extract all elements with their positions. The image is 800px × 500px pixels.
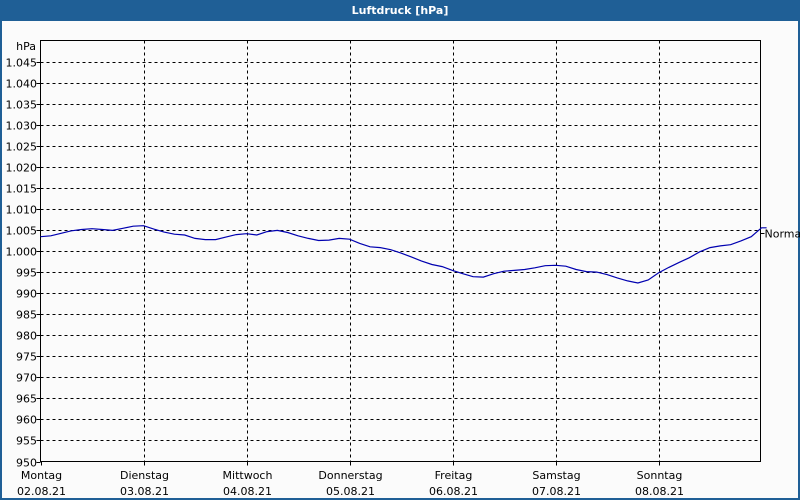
- x-tick-date: 02.08.21: [17, 485, 66, 498]
- x-tick-date: 06.08.21: [429, 485, 478, 498]
- grid-lines: [40, 40, 761, 462]
- x-tick-date: 07.08.21: [532, 485, 581, 498]
- normal-label: Normal: [765, 228, 800, 241]
- x-tick-day: Mittwoch: [223, 469, 273, 482]
- pressure-line: [40, 225, 767, 284]
- y-tick-label: 985: [16, 309, 37, 322]
- y-tick-label: 970: [16, 372, 37, 385]
- y-tick-label: 975: [16, 351, 37, 364]
- x-tick-date: 08.08.21: [635, 485, 684, 498]
- x-tick-day: Dienstag: [120, 469, 169, 482]
- y-tick-label: 1.035: [6, 99, 38, 112]
- x-tick-day: Montag: [21, 469, 62, 482]
- plot-border: [40, 40, 761, 462]
- x-tick-day: Freitag: [435, 469, 473, 482]
- x-tick-day: Donnerstag: [318, 469, 382, 482]
- y-tick-label: 990: [16, 288, 37, 301]
- y-tick-label: 1.010: [6, 204, 38, 217]
- y-tick-label: 955: [16, 435, 37, 448]
- y-tick-label: 995: [16, 267, 37, 280]
- y-tick-label: 1.015: [6, 183, 38, 196]
- x-tick-day: Samstag: [532, 469, 580, 482]
- x-axis-ticks: Montag 02.08.21 Dienstag 03.08.21 Mittwoch 04…: [17, 461, 684, 498]
- y-tick-label: 1.000: [6, 246, 38, 259]
- y-tick-label: 960: [16, 414, 37, 427]
- y-tick-label: 1.045: [6, 57, 38, 70]
- y-tick-label: 1.040: [6, 78, 38, 91]
- y-tick-label: 1.005: [6, 225, 38, 238]
- normal-reference: Normal: [760, 228, 800, 241]
- y-tick-label: 1.030: [6, 120, 38, 133]
- x-tick-date: 05.08.21: [326, 485, 375, 498]
- chart-title: Luftdruck [hPa]: [0, 0, 800, 21]
- x-tick-date: 04.08.21: [223, 485, 272, 498]
- y-axis-ticks: 1.045 1.040 1.035 1.030 1.025 1.020 1.015 1.010…: [6, 57, 41, 470]
- y-tick-label: 950: [16, 457, 37, 470]
- y-tick-label: 1.025: [6, 141, 38, 154]
- y-tick-label: 965: [16, 393, 37, 406]
- y-tick-label: 980: [16, 330, 37, 343]
- x-tick-day: Sonntag: [637, 469, 683, 482]
- x-tick-date: 03.08.21: [120, 485, 169, 498]
- y-axis-unit-label: hPa: [16, 40, 36, 53]
- y-tick-label: 1.020: [6, 162, 38, 175]
